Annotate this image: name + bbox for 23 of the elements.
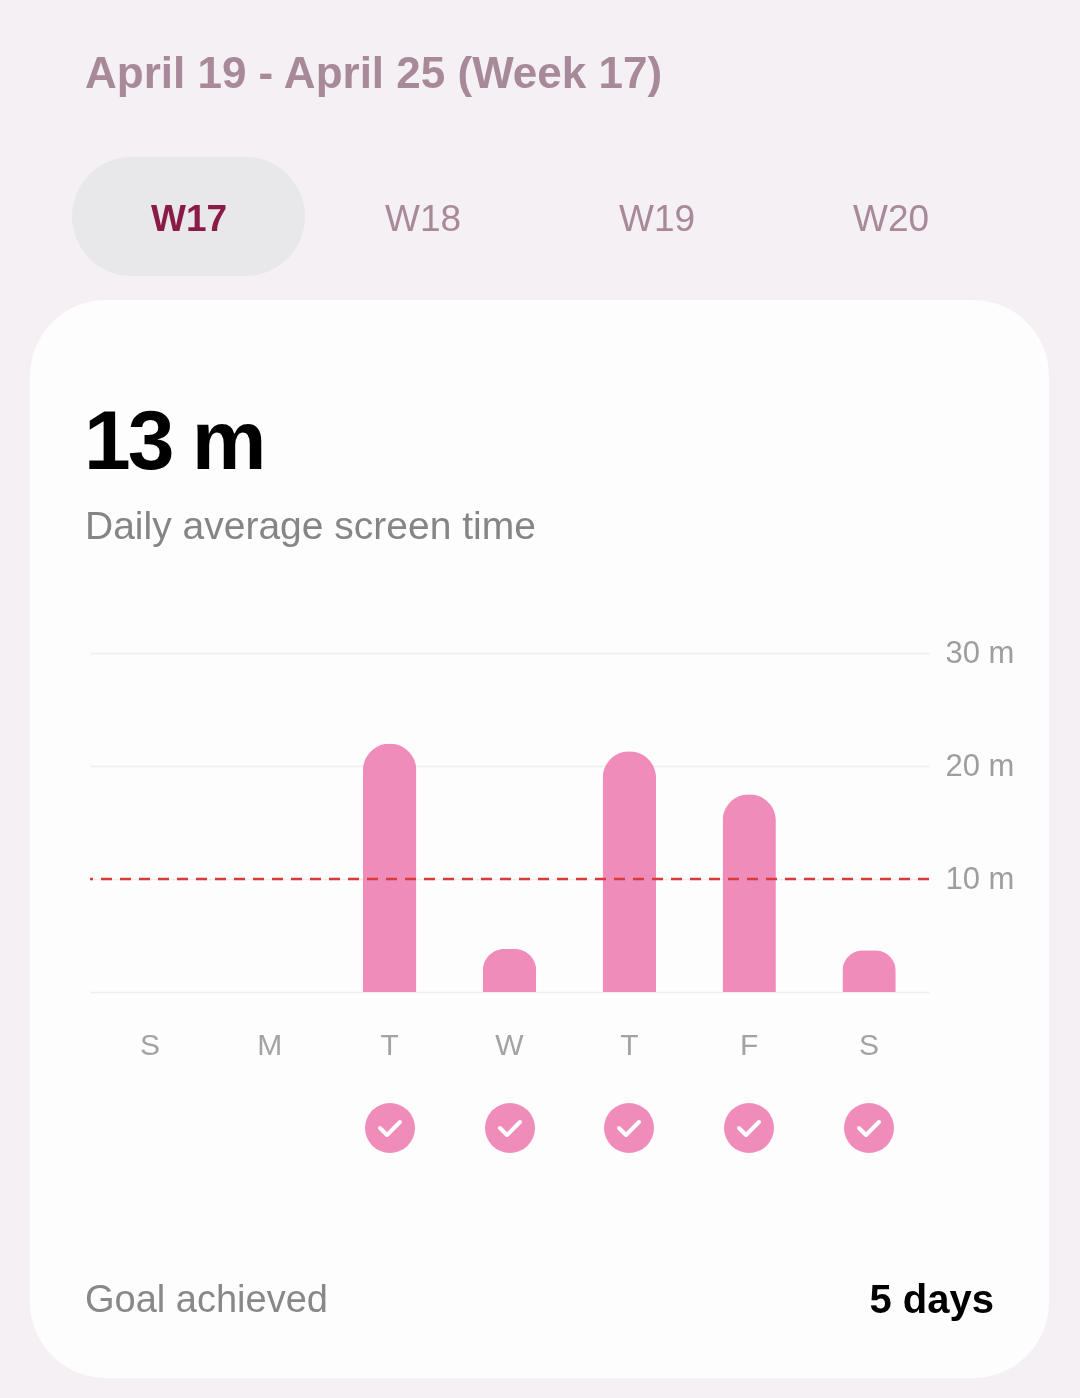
text: W20	[852, 198, 930, 239]
text: Daily average screen time	[85, 504, 536, 547]
x-tick-label: W	[495, 1027, 525, 1061]
x-tick-label: T	[620, 1027, 639, 1061]
x-tick-label: F	[740, 1027, 759, 1061]
text: W19	[618, 198, 696, 239]
text: Goal achieved	[85, 1278, 328, 1320]
y-tick-label: 20 m	[945, 747, 1015, 783]
y-tick-label: 10 m	[945, 860, 1015, 896]
chart-title: April 19 - April 25 (Week 17)	[85, 48, 663, 97]
bar	[722, 794, 776, 992]
text: 13 m	[84, 393, 264, 487]
bar	[362, 743, 417, 992]
y-tick-label: 30 m	[945, 634, 1015, 670]
x-tick-label: S	[859, 1027, 880, 1061]
bar	[482, 949, 537, 992]
text: 5 days	[869, 1277, 994, 1321]
x-tick-label: M	[257, 1027, 283, 1061]
text: W18	[384, 198, 462, 239]
x-tick-label: T	[380, 1027, 399, 1061]
bar	[602, 751, 657, 992]
text: W17	[150, 198, 228, 239]
x-tick-label: S	[139, 1027, 160, 1061]
